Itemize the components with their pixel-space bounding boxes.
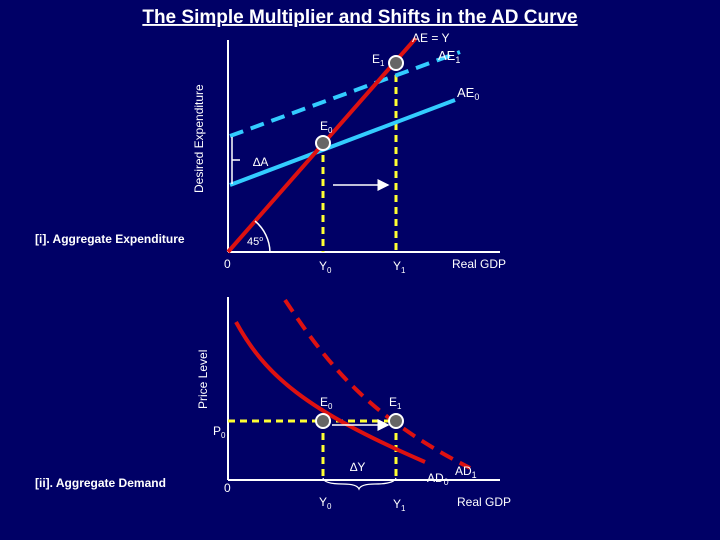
ae1-label: AE1 — [438, 48, 460, 65]
e1-label: E1 — [372, 52, 385, 68]
angle-arc — [254, 220, 271, 253]
top-origin-label: 0 — [224, 257, 231, 271]
delta-y-brace — [322, 477, 397, 491]
delta-a-bracket — [231, 137, 240, 184]
bottom-e1-label: E1 — [389, 395, 402, 411]
angle-label: 45o — [247, 236, 263, 248]
aggregate-expenditure-panel: AE = Y AE1 AE0 E1 E0 ∆A 45o [i]. Aggrega… — [35, 31, 506, 275]
top-y0-label: Y0 — [319, 259, 332, 275]
aggregate-expenditure-label: [i]. Aggregate Expenditure — [35, 232, 185, 246]
ae0-label: AE0 — [457, 85, 479, 102]
price-level-label: Price Level — [196, 350, 210, 409]
aggregate-demand-label: [ii]. Aggregate Demand — [35, 476, 166, 490]
delta-a-label: ∆A — [253, 155, 268, 169]
bottom-origin-label: 0 — [224, 481, 231, 495]
ad1-curve — [283, 298, 471, 470]
p0-label: P0 — [213, 424, 226, 440]
bottom-x-axis-label: Real GDP — [457, 495, 511, 509]
bottom-e1-point — [388, 413, 404, 429]
ae1-line — [229, 50, 461, 138]
e1-point — [388, 55, 404, 71]
ad0-label: AD0 — [427, 471, 449, 487]
bottom-e0-point — [315, 413, 331, 429]
ae-eq-y-label: AE = Y — [412, 31, 449, 45]
ad1-label: AD1 — [455, 464, 477, 480]
e0-point — [315, 135, 331, 151]
bottom-e0-label: E0 — [320, 395, 333, 411]
desired-expenditure-label: Desired Expenditure — [192, 84, 206, 193]
slide-title: The Simple Multiplier and Shifts in the … — [142, 7, 577, 28]
aggregate-demand-panel: E0 E1 P0 ∆Y AD0 AD1 [ii]. Aggregate Dema… — [35, 297, 511, 513]
ad0-curve — [234, 321, 426, 464]
delta-y-label: ∆Y — [350, 460, 365, 474]
ae0-line — [229, 98, 456, 187]
e0-label: E0 — [320, 119, 333, 135]
top-y1-label: Y1 — [393, 259, 406, 275]
bottom-y0-label: Y0 — [319, 495, 332, 511]
bottom-y1-label: Y1 — [393, 497, 406, 513]
top-x-axis-label: Real GDP — [452, 257, 506, 271]
